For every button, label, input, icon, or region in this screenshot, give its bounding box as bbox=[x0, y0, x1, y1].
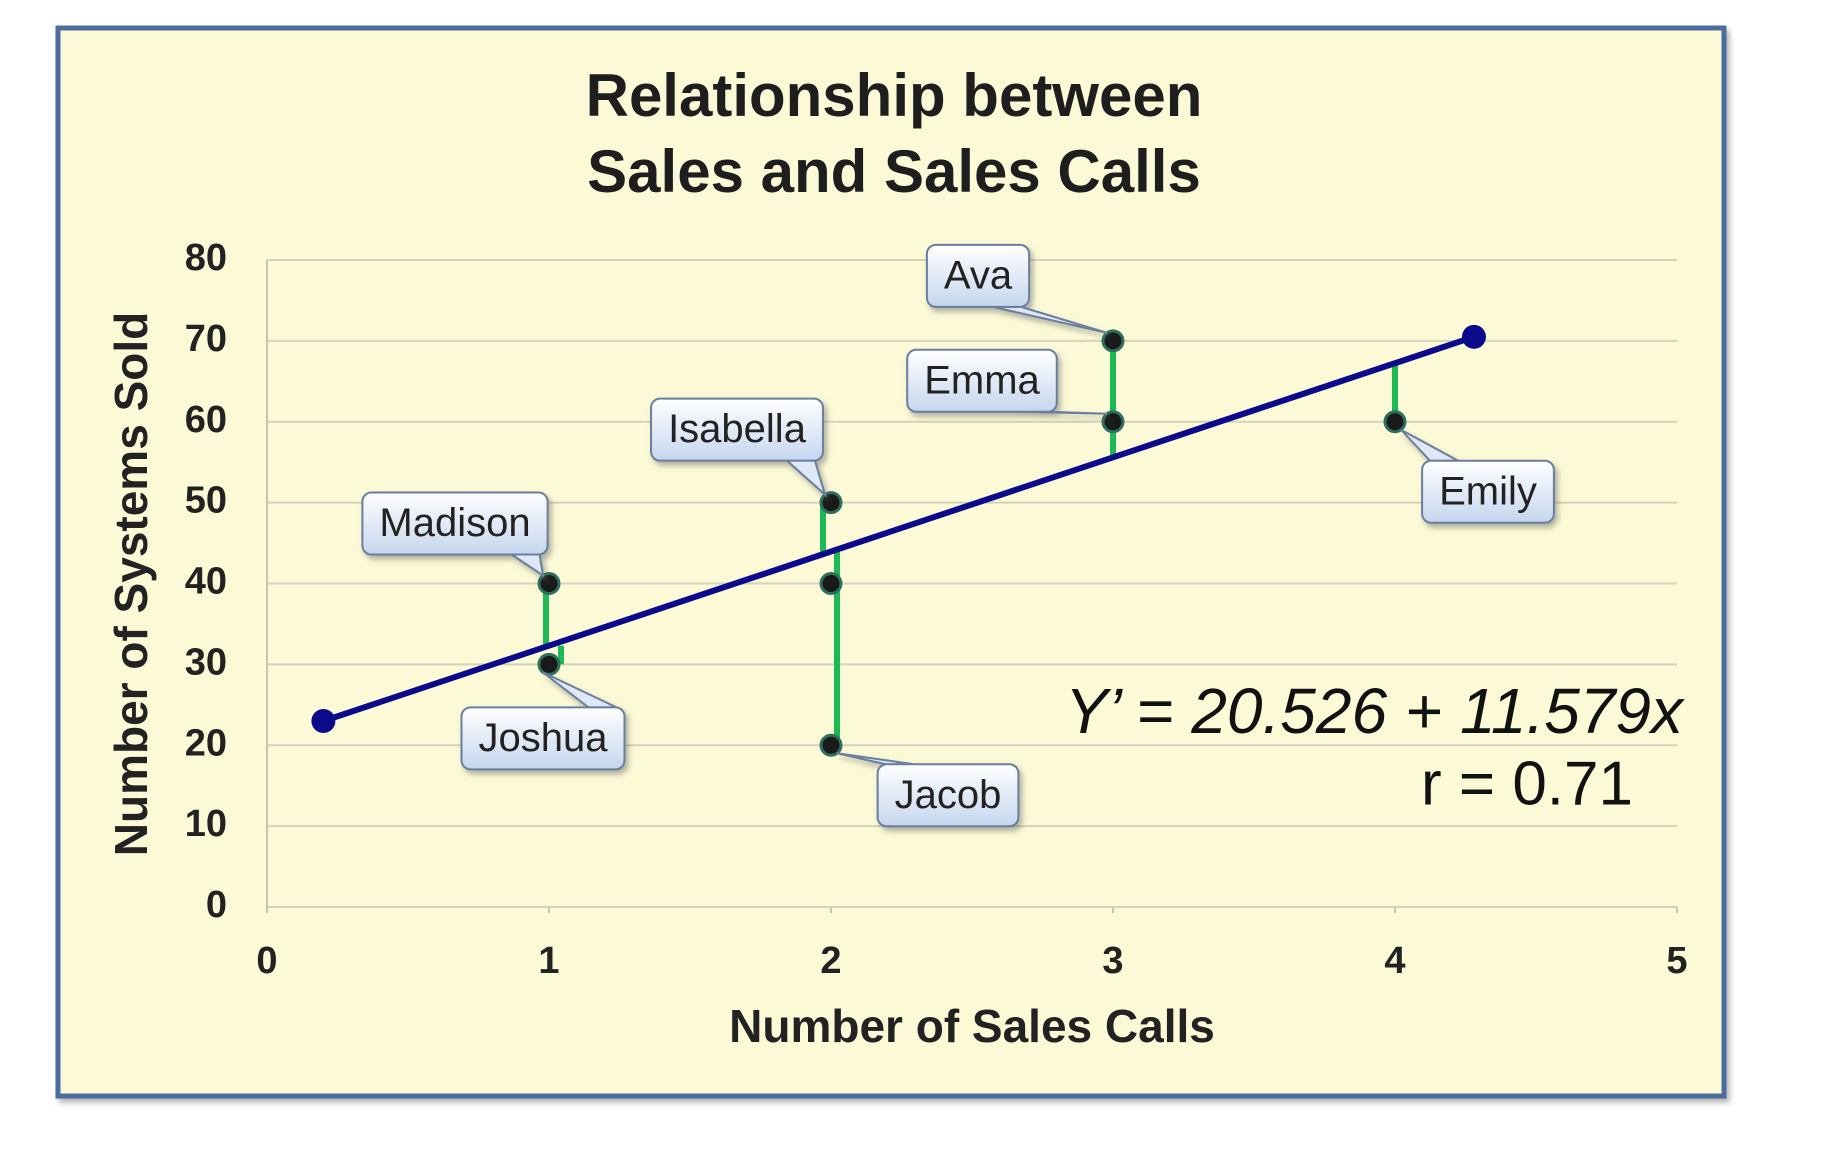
point-label: Emma bbox=[924, 358, 1040, 402]
y-tick-label: 50 bbox=[185, 480, 227, 522]
point-label: Isabella bbox=[668, 407, 807, 451]
callout: Emily bbox=[1400, 428, 1555, 524]
callout-box bbox=[906, 348, 1058, 413]
correlation: r = 0.71 bbox=[1421, 749, 1633, 818]
x-tick-label: 1 bbox=[538, 940, 559, 982]
callout-box bbox=[361, 491, 549, 556]
point bbox=[819, 572, 843, 595]
point bbox=[819, 733, 843, 757]
y-tick-label: 60 bbox=[185, 399, 227, 441]
point bbox=[1101, 329, 1125, 353]
callout-box bbox=[876, 763, 1020, 828]
callout: Emma bbox=[906, 348, 1108, 415]
callout: Jacob bbox=[836, 752, 1020, 828]
equation: Y’ = 20.526 + 11.579x bbox=[1065, 675, 1685, 747]
chart-frame bbox=[55, 25, 1727, 1099]
x-tick-label: 2 bbox=[820, 940, 841, 982]
point-label: Ava bbox=[944, 253, 1013, 297]
y-tick-label: 80 bbox=[185, 237, 227, 279]
callout-box bbox=[650, 397, 824, 462]
point-label: Jacob bbox=[895, 773, 1002, 817]
x-tick-label: 3 bbox=[1102, 940, 1123, 982]
callout-box bbox=[925, 243, 1031, 308]
point bbox=[1383, 410, 1407, 434]
point bbox=[1101, 410, 1125, 434]
y-tick-label: 70 bbox=[185, 318, 227, 360]
callout-box bbox=[1421, 459, 1555, 524]
y-tick-label: 40 bbox=[185, 561, 227, 603]
x-tick-label: 0 bbox=[256, 940, 277, 982]
callout-box bbox=[460, 706, 626, 771]
y-tick-label: 20 bbox=[185, 722, 227, 764]
callout: Isabella bbox=[650, 397, 827, 498]
x-axis-title: Number of Sales Calls bbox=[729, 1000, 1215, 1052]
point bbox=[819, 491, 843, 515]
x-tick-label: 5 bbox=[1666, 940, 1687, 982]
trend-line bbox=[322, 333, 1475, 724]
callout: Madison bbox=[361, 491, 549, 578]
point-label: Emily bbox=[1439, 469, 1537, 513]
x-tick-label: 4 bbox=[1384, 940, 1405, 982]
chart-title: Sales and Sales Calls bbox=[587, 138, 1201, 205]
chart-title: Relationship between bbox=[586, 62, 1203, 129]
y-tick-label: 0 bbox=[206, 884, 227, 926]
point bbox=[537, 572, 561, 595]
trend-endpoint bbox=[1461, 324, 1486, 349]
callout: Joshua bbox=[460, 671, 626, 771]
y-tick-label: 30 bbox=[185, 641, 227, 683]
point-label: Joshua bbox=[479, 716, 609, 760]
point-label: Madison bbox=[379, 501, 530, 545]
trend-endpoint bbox=[311, 708, 336, 733]
point bbox=[537, 652, 561, 676]
callout: Ava bbox=[925, 243, 1108, 334]
y-tick-label: 10 bbox=[185, 803, 227, 845]
y-axis-title: Number of Systems Sold bbox=[105, 312, 157, 856]
